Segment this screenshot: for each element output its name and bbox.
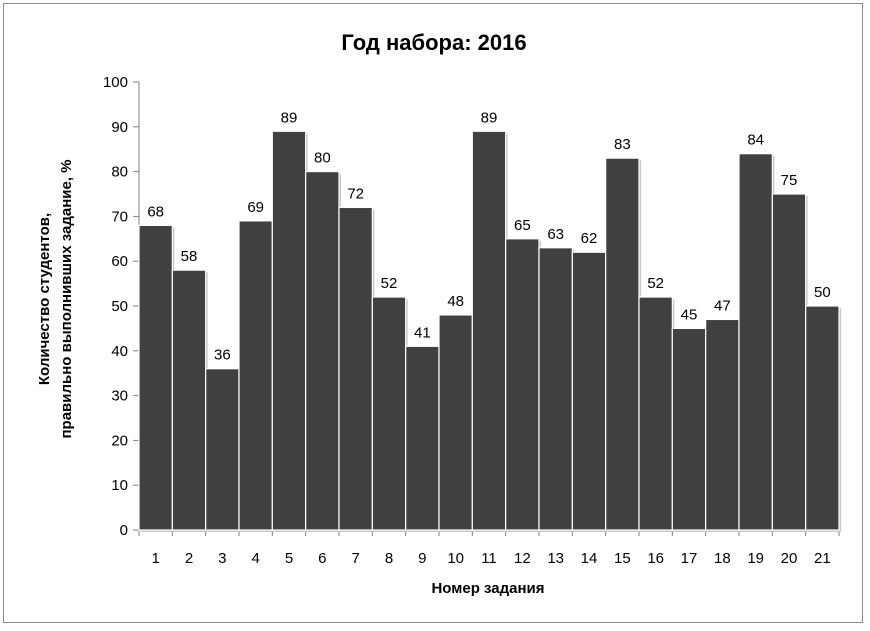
bar-value-label: 62: [581, 230, 598, 247]
bar: [205, 368, 240, 531]
chart-frame: Год набора: 2016 Количество студентов, п…: [3, 3, 863, 623]
x-tick-label: 14: [581, 550, 598, 567]
bar-chart: Год набора: 2016 Количество студентов, п…: [36, 30, 841, 597]
x-tick-label: 13: [547, 550, 564, 567]
bar: [371, 296, 407, 531]
bar: [538, 247, 573, 531]
x-tick-label: 19: [747, 550, 764, 567]
bar: [805, 305, 840, 531]
x-tick-label: 3: [218, 550, 226, 567]
bar-value-label: 36: [214, 347, 231, 364]
bar-value-label: 65: [514, 217, 531, 234]
x-tick-label: 10: [447, 550, 464, 567]
bar-value-label: 50: [814, 284, 831, 301]
x-tick-label: 12: [514, 550, 531, 567]
bar-value-label: 89: [281, 109, 298, 126]
y-tick-label: 100: [103, 74, 128, 91]
x-tick-label: 5: [285, 550, 293, 567]
bar: [238, 220, 273, 531]
y-tick-label: 0: [120, 522, 128, 539]
bar-value-label: 83: [614, 136, 631, 153]
x-tick-label: 6: [318, 550, 326, 567]
bar-value-label: 52: [647, 275, 664, 292]
bar-value-label: 68: [147, 203, 164, 220]
y-tick-label: 80: [111, 164, 128, 181]
bar: [505, 238, 540, 531]
bar-value-label: 75: [781, 172, 798, 189]
bar-value-label: 84: [747, 132, 764, 149]
y-tick-label: 70: [111, 208, 128, 225]
x-tick-label: 4: [251, 550, 259, 567]
x-tick-label: 16: [647, 550, 664, 567]
x-axis-title: Номер задания: [431, 580, 544, 597]
y-axis-title-line-1: Количество студентов,: [36, 213, 53, 385]
plot-area: 0102030405060708090100681582363694895806…: [103, 74, 841, 567]
bar-value-label: 80: [314, 150, 331, 167]
x-tick-label: 9: [418, 550, 426, 567]
y-tick-label: 20: [111, 432, 128, 449]
x-tick-label: 18: [714, 550, 731, 567]
bar: [271, 130, 307, 531]
bar-value-label: 63: [547, 226, 564, 243]
bar-value-label: 89: [481, 109, 498, 126]
x-tick-label: 1: [151, 550, 159, 567]
bar-value-label: 72: [347, 185, 364, 202]
y-tick-label: 30: [111, 388, 128, 405]
bar: [705, 318, 740, 531]
bar: [338, 206, 373, 531]
y-tick-label: 10: [111, 477, 128, 494]
bar-value-label: 52: [381, 275, 398, 292]
bar: [671, 327, 707, 531]
bar-value-label: 41: [414, 324, 431, 341]
y-tick-label: 90: [111, 119, 128, 136]
bar: [138, 224, 173, 531]
x-tick-label: 11: [481, 550, 497, 567]
x-tick-label: 17: [681, 550, 698, 567]
y-tick-label: 40: [111, 343, 128, 360]
x-tick-label: 15: [614, 550, 631, 567]
bar-value-label: 48: [447, 293, 464, 310]
bar: [738, 153, 773, 531]
x-tick-label: 8: [385, 550, 393, 567]
bar: [305, 171, 340, 531]
y-tick-label: 50: [111, 298, 128, 315]
y-axis-title-line-2: правильно выполнивших задание, %: [58, 159, 75, 438]
y-tick-label: 60: [111, 253, 128, 270]
bar: [171, 269, 207, 531]
x-tick-label: 7: [351, 550, 359, 567]
bar: [405, 345, 440, 531]
x-tick-label: 2: [185, 550, 193, 567]
bar-value-label: 58: [181, 248, 198, 265]
bar: [438, 314, 473, 531]
bar-value-label: 45: [681, 306, 698, 323]
bar: [638, 296, 673, 531]
bar-value-label: 69: [247, 199, 264, 216]
bar-value-label: 47: [714, 297, 731, 314]
bar: [605, 157, 640, 531]
bar: [571, 251, 607, 531]
x-tick-label: 21: [814, 550, 831, 567]
bar: [471, 130, 507, 531]
bar: [771, 193, 807, 531]
x-tick-label: 20: [781, 550, 798, 567]
chart-title: Год набора: 2016: [341, 30, 526, 55]
